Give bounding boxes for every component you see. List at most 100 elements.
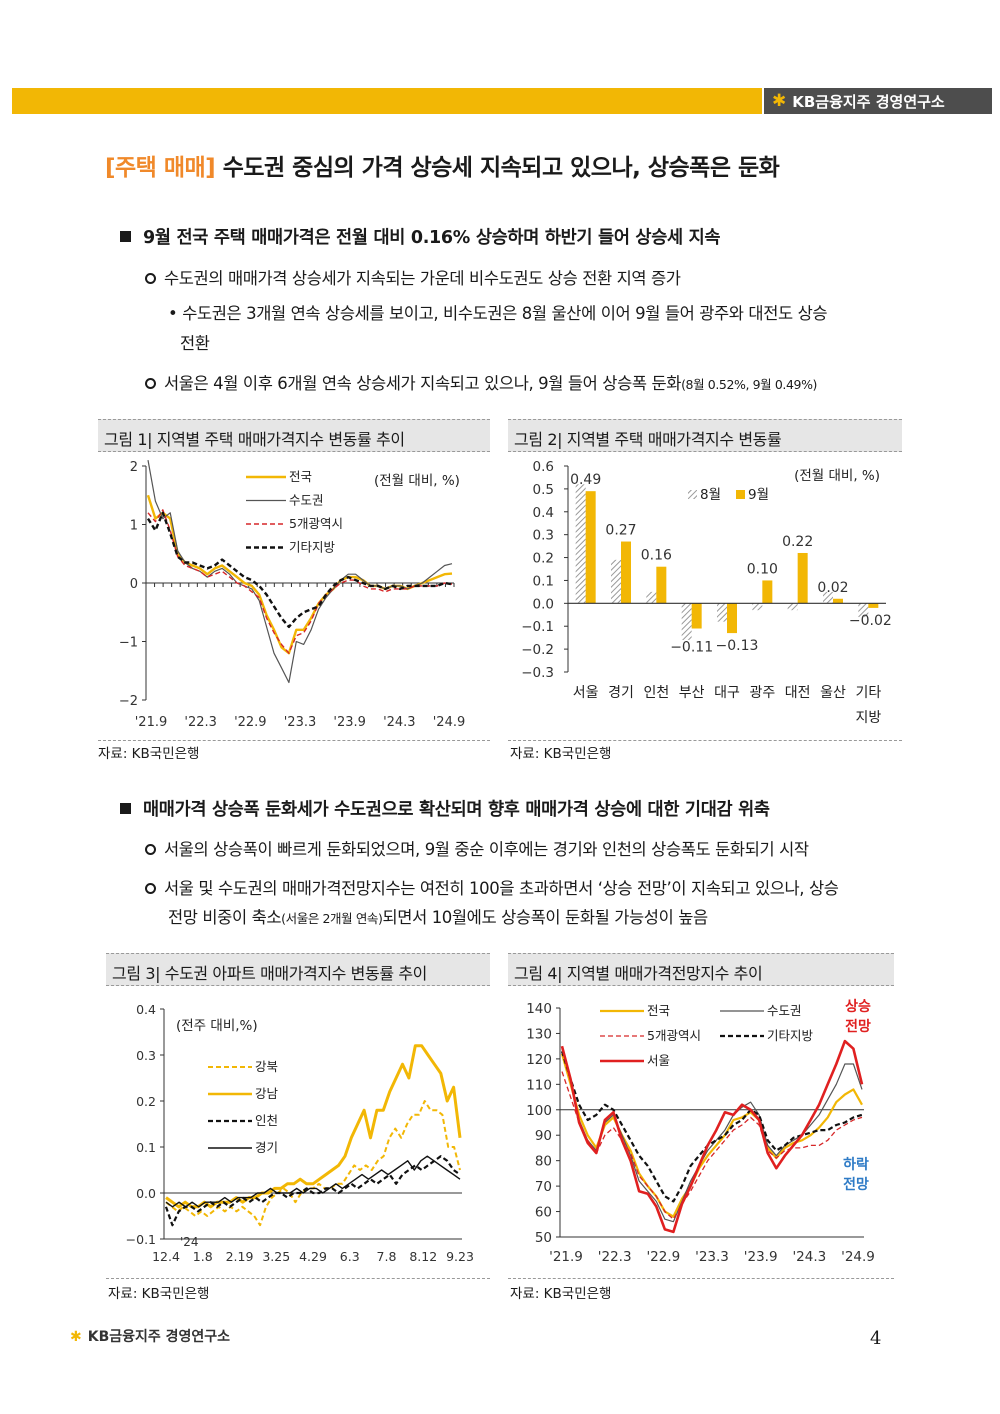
series-line-경기: [165, 1155, 461, 1208]
legend-swatch-8월: [688, 490, 697, 499]
kb-star-icon: ✱: [70, 1329, 82, 1345]
fig3-chart: 0.4 0.3 0.2 0.1 0.0 −0.1 12.4 1.8 2.19 3.25 4.29 6.…: [126, 1002, 474, 1264]
value-label-서울: 0.49: [570, 472, 601, 488]
series-line-기타지방: [560, 1050, 863, 1203]
y-tick-label: 0: [130, 577, 138, 592]
section1-heading: 9월 전국 주택 매매가격은 전월 대비 0.16% 상승하며 하반기 들어 상…: [120, 224, 721, 249]
value-label-대구: −0.13: [716, 638, 759, 654]
category-label-부산: 부산: [679, 685, 705, 701]
bar-8월-부산: [681, 603, 692, 640]
category-label-기타: 기타: [855, 685, 881, 701]
fig1-divider: [98, 740, 490, 741]
x-tick-label: 2.19: [226, 1249, 254, 1264]
x-tick-label: 9.23: [446, 1249, 474, 1264]
circle-bullet-icon: [145, 883, 156, 894]
x-tick-label: 6.3: [340, 1249, 360, 1264]
header-brand: ✱ KB금융지주 경영연구소: [764, 88, 992, 114]
fig4-chart: 140 130 120 110 100 90 80 70 60 50 '21.9 '22.3 '22.9…: [526, 999, 875, 1265]
value-label-경기: 0.27: [605, 523, 636, 539]
x-tick-label: '23.3: [284, 715, 317, 730]
legend-label-5개광역시: 5개광역시: [647, 1028, 701, 1043]
bar-9월-서울: [585, 491, 596, 604]
x-tick-label: '24.3: [383, 715, 416, 730]
y-tick-label: 140: [526, 1001, 552, 1017]
bar-9월-광주: [762, 580, 773, 604]
x-tick-label: 3.25: [262, 1249, 290, 1264]
fig2-caption: 그림 2| 지역별 주택 매매가격지수 변동률: [508, 419, 902, 452]
y-tick-label: 70: [535, 1179, 552, 1195]
legend-label-8월: 8월: [700, 487, 721, 503]
bar-9월-울산: [833, 598, 843, 604]
bar-9월-부산: [691, 603, 702, 629]
circle-bullet-icon: [145, 378, 156, 389]
page-title: [주택 매매] 수도권 중심의 가격 상승세 지속되고 있으나, 상승폭은 둔화: [105, 148, 780, 182]
y-tick-label: −0.1: [521, 619, 554, 635]
y-tick-label: 80: [535, 1154, 552, 1170]
y-tick-label: 0.1: [533, 573, 554, 589]
y-tick-label: −2: [119, 694, 138, 709]
section2-bullet2-cont: 전망 비중이 축소(서울은 2개월 연속)되면서 10월에도 상승폭이 둔화될 …: [168, 908, 708, 927]
series-line-기타지방: [146, 511, 453, 629]
x-tick-label: '24.9: [841, 1249, 875, 1265]
y-tick-label: 0.0: [533, 596, 554, 612]
fig4-caption: 그림 4| 지역별 매매가격전망지수 추이: [508, 953, 894, 986]
category-label-line2: 지방: [855, 710, 881, 726]
y-tick-label: 0.6: [533, 459, 554, 475]
x-tick-label: '21.9: [549, 1249, 583, 1265]
y-tick-label: 100: [526, 1103, 552, 1119]
x-tick-label: '23.9: [744, 1249, 778, 1265]
x-tick-label: '22.3: [598, 1249, 632, 1265]
fig1-unit-note: (전월 대비, %): [374, 473, 460, 489]
fig2-source: 자료: KB국민은행: [510, 746, 612, 762]
value-label-광주: 0.10: [747, 561, 778, 577]
x-tick-label: '24.3: [792, 1249, 826, 1265]
bar-9월-인천: [656, 566, 667, 604]
y-tick-label: 120: [526, 1052, 552, 1068]
bar-8월-경기: [611, 559, 621, 604]
fig3-divider: [106, 1278, 490, 1279]
y-tick-label: 0.2: [136, 1094, 156, 1109]
bar-9월-기타: [868, 603, 879, 608]
title-tag: [주택 매매]: [105, 155, 216, 181]
bar-9월-대전: [797, 552, 808, 604]
series-line-5개광역시: [147, 509, 453, 654]
category-label-광주: 광주: [749, 685, 775, 701]
y-tick-label: 0.5: [533, 482, 554, 498]
fig2-chart: 0.6 0.5 0.4 0.3 0.2 0.1 0.0 −0.1 −0.2 −0.3 0.49 서울 0…: [521, 459, 892, 726]
category-label-서울: 서울: [573, 685, 599, 701]
value-label-대전: 0.22: [782, 534, 813, 550]
section1-bullet1: 수도권의 매매가격 상승세가 지속되는 가운데 비수도권도 상승 전환 지역 증…: [145, 265, 681, 289]
legend-label-기타지방: 기타지방: [767, 1028, 814, 1043]
y-tick-label: 0.1: [136, 1140, 156, 1155]
fig2-divider: [508, 740, 902, 741]
section2-bullet1: 서울의 상승폭이 빠르게 둔화되었으며, 9월 중순 이후에는 경기와 인천의 …: [145, 836, 809, 860]
fig2-unit-note: (전월 대비, %): [794, 468, 880, 484]
fig3-unit-note: (전주 대비,%): [176, 1018, 258, 1034]
series-line-강남: [165, 1044, 462, 1209]
x-tick-label: 1.8: [193, 1249, 213, 1264]
legend-label-전국: 전국: [647, 1003, 670, 1018]
y-tick-label: −1: [119, 636, 138, 651]
page-number: 4: [870, 1328, 882, 1349]
category-label-경기: 경기: [608, 685, 634, 701]
y-tick-label: 1: [130, 519, 138, 534]
category-label-대구: 대구: [714, 685, 740, 701]
legend-label-5개광역시: 5개광역시: [289, 516, 343, 531]
circle-bullet-icon: [145, 844, 156, 855]
y-tick-label: −0.3: [521, 665, 554, 681]
annotation-down: 전망: [843, 1176, 869, 1193]
square-bullet-icon: [120, 803, 131, 814]
x-tick-label: 12.4: [152, 1249, 180, 1264]
section1-subbullet: • 수도권은 3개월 연속 상승세를 보이고, 비수도권은 8월 울산에 이어 …: [168, 304, 828, 323]
series-line-서울: [560, 1039, 864, 1234]
fig3-caption: 그림 3| 수도권 아파트 매매가격지수 변동률 추이: [106, 953, 490, 986]
bar-9월-대구: [727, 603, 737, 634]
category-label-인천: 인천: [643, 685, 669, 701]
footer-brand: ✱ KB금융지주 경영연구소: [70, 1329, 231, 1345]
y-tick-label: 110: [526, 1077, 552, 1093]
section1-bullet2: 서울은 4월 이후 6개월 연속 상승세가 지속되고 있으나, 9월 들어 상승…: [145, 370, 817, 394]
bar-9월-경기: [621, 541, 631, 604]
legend-swatch-9월: [736, 490, 745, 499]
y-tick-label: 0.3: [136, 1048, 156, 1063]
annotation-up: 상승: [845, 999, 871, 1015]
